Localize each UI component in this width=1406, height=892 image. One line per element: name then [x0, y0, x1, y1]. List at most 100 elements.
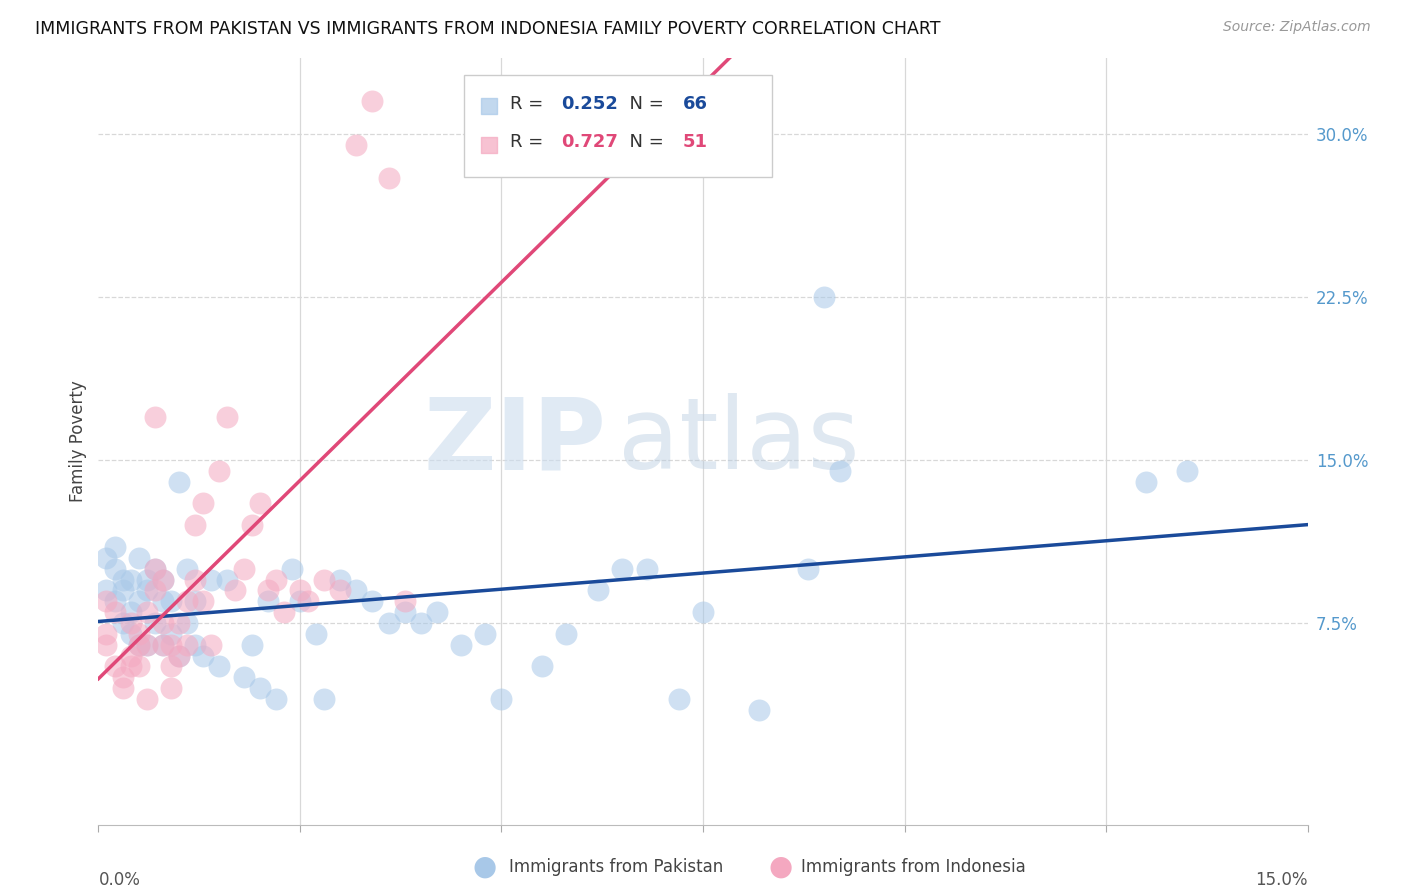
Point [135, 692, 157, 706]
Point [103, 605, 125, 619]
Point [586, 583, 609, 598]
Point [103, 540, 125, 554]
Point [176, 594, 198, 608]
Point [160, 681, 183, 696]
Point [152, 573, 174, 587]
Point [111, 681, 134, 696]
Point [111, 670, 134, 684]
Point [111, 573, 134, 587]
Point [377, 170, 399, 185]
Point [143, 615, 166, 630]
Point [120, 648, 142, 663]
Point [240, 518, 263, 533]
Point [160, 594, 183, 608]
Y-axis label: Family Poverty: Family Poverty [69, 381, 87, 502]
Point [176, 615, 198, 630]
Point [135, 605, 157, 619]
Point [474, 627, 496, 641]
Text: R =: R = [509, 134, 548, 152]
Point [344, 583, 367, 598]
Point [249, 681, 271, 696]
Point [264, 692, 287, 706]
Point [344, 137, 367, 152]
Point [152, 573, 174, 587]
Text: 66: 66 [682, 95, 707, 113]
Point [96, 638, 118, 652]
Text: atlas: atlas [619, 393, 860, 490]
Text: 0.0%: 0.0% [98, 871, 141, 889]
Point [193, 496, 215, 510]
Point [143, 409, 166, 424]
Point [329, 583, 352, 598]
Point [828, 464, 851, 478]
Point [143, 583, 166, 598]
Point [668, 692, 690, 706]
Point [184, 594, 207, 608]
Point [200, 573, 222, 587]
Point [167, 648, 190, 663]
Text: 15.0%: 15.0% [1256, 871, 1308, 889]
Point [612, 562, 634, 576]
Point [152, 615, 174, 630]
Point [200, 638, 222, 652]
Point [103, 659, 125, 673]
Point [128, 550, 150, 565]
Point [305, 627, 328, 641]
Text: ●: ● [768, 853, 793, 881]
Point [128, 659, 150, 673]
Point [120, 605, 142, 619]
Point [361, 95, 384, 109]
Text: ●: ● [472, 853, 498, 881]
Point [184, 518, 207, 533]
Point [120, 573, 142, 587]
Point [135, 638, 157, 652]
Point [361, 594, 384, 608]
Point [240, 638, 263, 652]
Point [530, 659, 553, 673]
Text: IMMIGRANTS FROM PAKISTAN VS IMMIGRANTS FROM INDONESIA FAMILY POVERTY CORRELATION: IMMIGRANTS FROM PAKISTAN VS IMMIGRANTS F… [35, 20, 941, 37]
Point [450, 638, 472, 652]
Text: Immigrants from Pakistan: Immigrants from Pakistan [509, 858, 723, 876]
Point [120, 615, 142, 630]
Point [288, 594, 311, 608]
Point [184, 638, 207, 652]
Point [797, 562, 820, 576]
Point [256, 583, 278, 598]
Point [491, 692, 513, 706]
Point [135, 583, 157, 598]
Point [103, 594, 125, 608]
Point [297, 594, 319, 608]
Point [273, 605, 295, 619]
Point [128, 638, 150, 652]
Point [232, 670, 254, 684]
Point [636, 562, 658, 576]
Point [143, 562, 166, 576]
Point [111, 615, 134, 630]
Point [96, 594, 118, 608]
Point [120, 627, 142, 641]
Point [128, 627, 150, 641]
Point [692, 605, 714, 619]
Point [135, 573, 157, 587]
Point [128, 594, 150, 608]
Point [176, 638, 198, 652]
Point [152, 638, 174, 652]
Point [160, 659, 183, 673]
Point [409, 615, 432, 630]
Text: 0.727: 0.727 [561, 134, 619, 152]
Point [208, 659, 231, 673]
Point [394, 594, 416, 608]
Point [1135, 475, 1157, 489]
Point [135, 638, 157, 652]
Point [314, 573, 336, 587]
Text: ZIP: ZIP [423, 393, 606, 490]
Point [314, 692, 336, 706]
Point [193, 594, 215, 608]
Point [167, 648, 190, 663]
Point [217, 573, 239, 587]
Point [232, 562, 254, 576]
Point [176, 562, 198, 576]
Point [152, 594, 174, 608]
Text: 51: 51 [682, 134, 707, 152]
Point [160, 638, 183, 652]
